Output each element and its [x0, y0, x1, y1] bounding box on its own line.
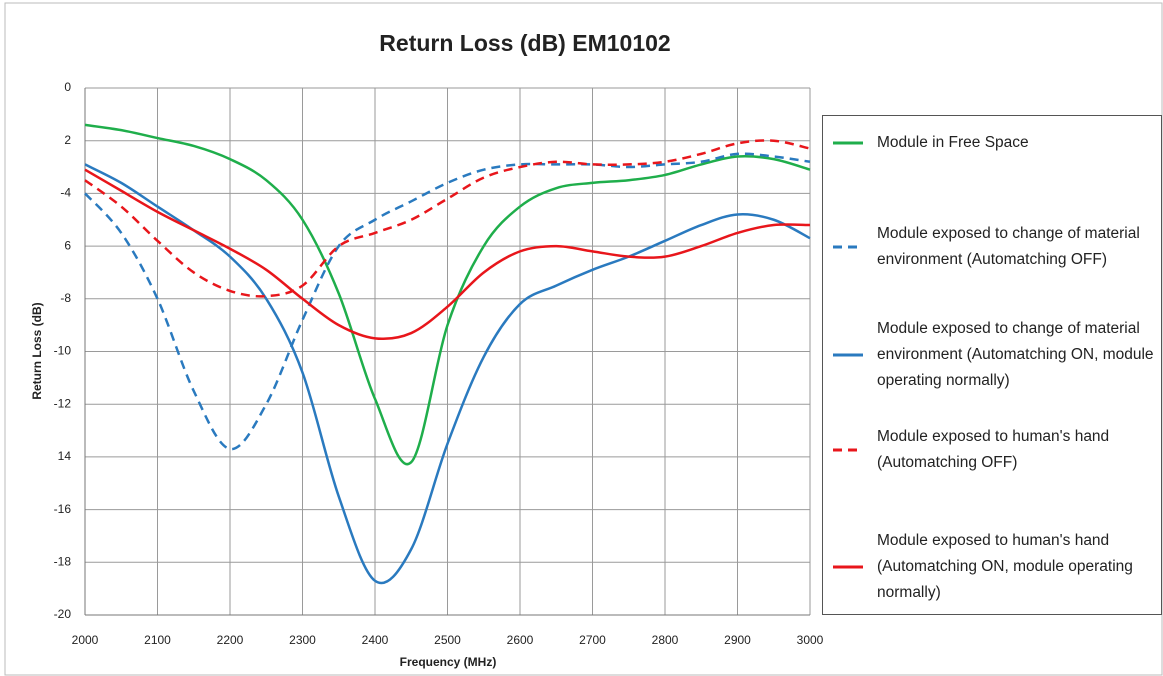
- legend-entry: Module exposed to human's hand (Automatc…: [833, 424, 1161, 476]
- y-tick-label: 6: [64, 238, 71, 252]
- legend-entry: Module exposed to change of material env…: [833, 316, 1161, 394]
- legend-entry: Module exposed to human's hand (Automatc…: [833, 528, 1161, 606]
- x-tick-label: 2100: [144, 633, 171, 647]
- y-tick-label: -18: [54, 554, 72, 568]
- line-series: [84, 139, 811, 298]
- legend-swatch: [833, 448, 863, 452]
- legend-swatch: [833, 245, 863, 249]
- x-tick-label: 2200: [217, 633, 244, 647]
- x-tick-label: 2500: [434, 633, 461, 647]
- y-tick-label: 2: [64, 133, 71, 147]
- x-tick-label: 2700: [579, 633, 606, 647]
- legend: Module in Free Space Module exposed to ch…: [822, 115, 1162, 615]
- legend-label: Module exposed to change of material env…: [877, 225, 1140, 268]
- x-tick-label: 2800: [652, 633, 679, 647]
- legend-label: Module in Free Space: [877, 134, 1029, 151]
- x-tick-label: 2000: [72, 633, 99, 647]
- legend-label: Module exposed to human's hand (Automatc…: [877, 532, 1133, 601]
- legend-label: Module exposed to change of material env…: [877, 320, 1154, 389]
- y-tick-label: -12: [54, 396, 72, 410]
- x-tick-label: 2900: [724, 633, 751, 647]
- chart-title: Return Loss (dB) EM10102: [379, 30, 670, 56]
- y-axis-label: Return Loss (dB): [30, 302, 44, 399]
- y-tick-label: -20: [54, 607, 72, 621]
- line-series: [84, 123, 811, 466]
- y-tick-label: -4: [60, 186, 71, 200]
- legend-swatch: [833, 353, 863, 357]
- legend-entry: Module exposed to change of material env…: [833, 208, 1161, 286]
- legend-label: Module exposed to human's hand (Automatc…: [877, 428, 1110, 471]
- legend-swatch: [833, 141, 863, 145]
- y-tick-label: -8: [60, 291, 71, 305]
- y-tick-label: -16: [54, 502, 72, 516]
- line-series: [84, 168, 811, 341]
- legend-swatch: [833, 565, 863, 569]
- x-tick-label: 2600: [507, 633, 534, 647]
- x-tick-label: 2400: [362, 633, 389, 647]
- legend-entry: Module in Free Space: [833, 128, 1161, 158]
- y-tick-label: 14: [58, 449, 72, 463]
- x-tick-label: 3000: [797, 633, 824, 647]
- y-tick-label: 0: [64, 80, 71, 94]
- x-axis-label: Frequency (MHz): [400, 655, 497, 669]
- y-tick-label: -10: [54, 344, 72, 358]
- line-series: [84, 163, 811, 585]
- x-tick-label: 2300: [289, 633, 316, 647]
- chart-border: [4, 2, 1163, 676]
